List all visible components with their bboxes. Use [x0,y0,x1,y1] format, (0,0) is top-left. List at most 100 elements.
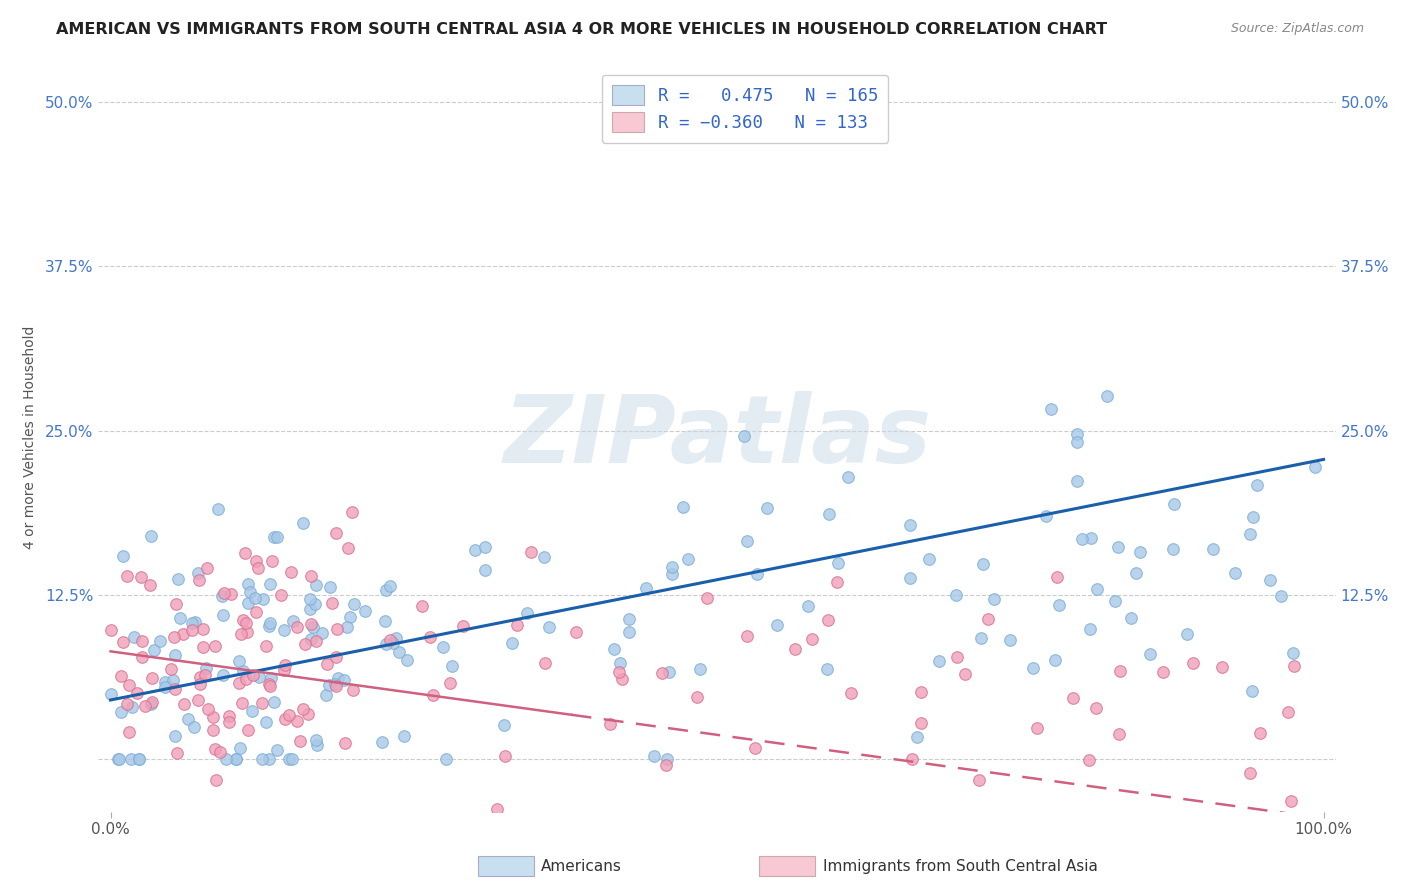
Y-axis label: 4 or more Vehicles in Household: 4 or more Vehicles in Household [22,326,37,549]
Point [281,752,304,766]
Point [1035,509,1057,524]
Point [1025,721,1047,735]
Point [134,698,156,713]
Point [689,662,711,676]
Point [181,615,204,630]
Text: Immigrants from South Central Asia: Immigrants from South Central Asia [823,859,1098,873]
Point [141,671,163,685]
Point [235,625,257,640]
Point [1163,497,1185,511]
Point [434,752,457,766]
Point [110,705,132,719]
Point [247,670,270,684]
Point [371,735,394,749]
Point [212,607,235,622]
Point [107,752,129,766]
Point [305,633,328,648]
Point [1202,542,1225,557]
Point [378,579,401,593]
Point [183,615,205,630]
Point [1043,653,1066,667]
Point [131,650,153,665]
Point [260,671,283,685]
Point [299,602,322,616]
Point [195,561,218,575]
Point [898,571,921,585]
Point [972,557,994,571]
Point [617,625,640,640]
Point [326,623,349,637]
Point [212,586,235,600]
Point [661,560,683,574]
Point [1104,593,1126,607]
Point [323,676,346,690]
Point [1241,509,1264,524]
Point [661,566,683,581]
Point [290,734,312,748]
Point [910,685,932,699]
Point [278,752,301,766]
Point [117,678,139,692]
Point [1080,531,1102,545]
Point [299,632,322,647]
Point [190,676,212,690]
Point [118,725,141,739]
Point [110,669,132,683]
Point [432,640,454,654]
Point [928,654,950,668]
Point [120,752,142,766]
Point [388,645,411,659]
Point [1077,753,1099,767]
Point [599,717,621,731]
Point [336,620,359,634]
Point [298,591,321,606]
Point [378,632,401,647]
Point [353,604,375,618]
Point [160,662,183,676]
Point [441,659,464,673]
Point [1223,566,1246,581]
Point [384,631,406,645]
Point [318,678,340,692]
Point [1107,540,1129,554]
Point [905,730,928,744]
Point [270,589,292,603]
Point [837,469,859,483]
Point [636,581,658,595]
Point [1000,632,1022,647]
Point [242,704,264,718]
Point [122,630,145,644]
Point [260,554,283,568]
Text: Source: ZipAtlas.com: Source: ZipAtlas.com [1230,22,1364,36]
Point [969,631,991,645]
Point [218,715,240,730]
Point [108,752,131,766]
Point [229,741,252,756]
Point [340,505,363,519]
Point [128,752,150,766]
Point [339,610,361,624]
Point [305,578,328,592]
Point [655,752,678,766]
Point [232,665,254,679]
Point [1045,570,1067,584]
Point [197,702,219,716]
Point [1270,589,1292,603]
Point [218,709,240,723]
Point [419,630,441,644]
Point [139,578,162,592]
Point [643,748,665,763]
Point [141,695,163,709]
Point [187,566,209,580]
Point [235,546,257,560]
Point [280,565,302,579]
Point [494,748,516,763]
Point [983,591,1005,606]
Point [910,716,932,731]
Point [325,525,347,540]
Point [299,617,322,632]
Point [188,573,211,587]
Point [259,577,281,591]
Point [494,718,516,732]
Point [183,720,205,734]
